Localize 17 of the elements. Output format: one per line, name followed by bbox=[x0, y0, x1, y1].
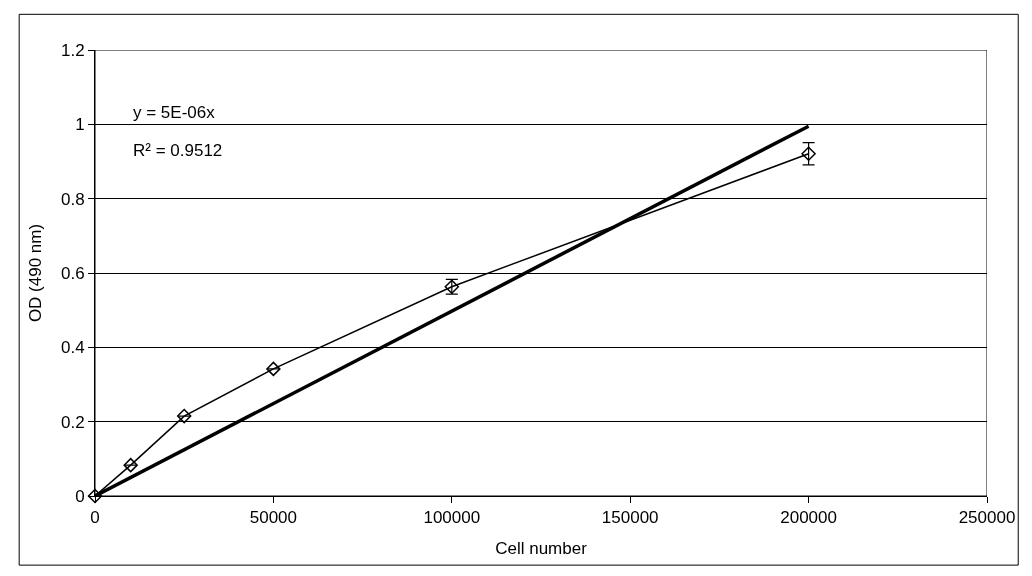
x-tick-label: 0 bbox=[90, 508, 100, 528]
x-tick-label: 200000 bbox=[780, 508, 837, 528]
annotation: R² = 0.9512 bbox=[133, 141, 223, 160]
y-tick-label: 0.4 bbox=[60, 338, 85, 358]
y-tick-label: 1.2 bbox=[60, 40, 85, 60]
x-tick-label: 100000 bbox=[423, 508, 481, 528]
x-tick-label: 50000 bbox=[249, 508, 298, 528]
y-axis-title: OD (490 nm) bbox=[25, 223, 45, 323]
y-tick-label: 0 bbox=[75, 486, 85, 506]
x-tick-label: 250000 bbox=[958, 508, 1016, 528]
x-axis-title: Cell number bbox=[495, 538, 588, 558]
y-tick-label: 1 bbox=[75, 115, 85, 135]
y-tick-label: 0.6 bbox=[60, 263, 85, 283]
x-tick-label: 150000 bbox=[601, 508, 659, 528]
y-tick-label: 0.2 bbox=[60, 412, 85, 432]
y-tick-label: 0.8 bbox=[60, 189, 85, 209]
annotation: y = 5E-06x bbox=[133, 103, 216, 122]
